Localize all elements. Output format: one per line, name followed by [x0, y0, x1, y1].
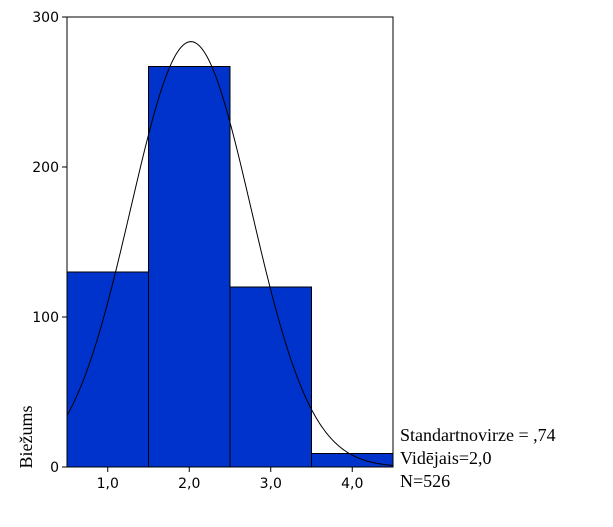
y-tick-label: 0 — [50, 460, 59, 476]
bar-3 — [229, 286, 312, 468]
y-axis-label: Biežums — [16, 406, 36, 469]
stats-n: N=526 — [400, 471, 450, 491]
y-tick-label: 200 — [32, 160, 59, 176]
x-axis: 1,0 2,0 3,0 4,0 — [97, 467, 363, 492]
x-tick-label: 3,0 — [260, 476, 282, 492]
stats-std: Standartnovirze = ,74 — [400, 425, 556, 445]
y-axis: 0 100 200 300 — [32, 10, 67, 476]
normal-curve — [66, 41, 394, 466]
bar-2 — [148, 66, 231, 468]
stats-mean: Vidējais=2,0 — [400, 448, 492, 468]
x-tick-label: 4,0 — [341, 476, 363, 492]
bar-1 — [66, 271, 149, 468]
y-tick-label: 300 — [32, 10, 59, 26]
y-tick-label: 100 — [32, 310, 59, 326]
bars-group — [66, 66, 394, 468]
x-tick-label: 1,0 — [97, 476, 119, 492]
x-tick-label: 2,0 — [178, 476, 200, 492]
